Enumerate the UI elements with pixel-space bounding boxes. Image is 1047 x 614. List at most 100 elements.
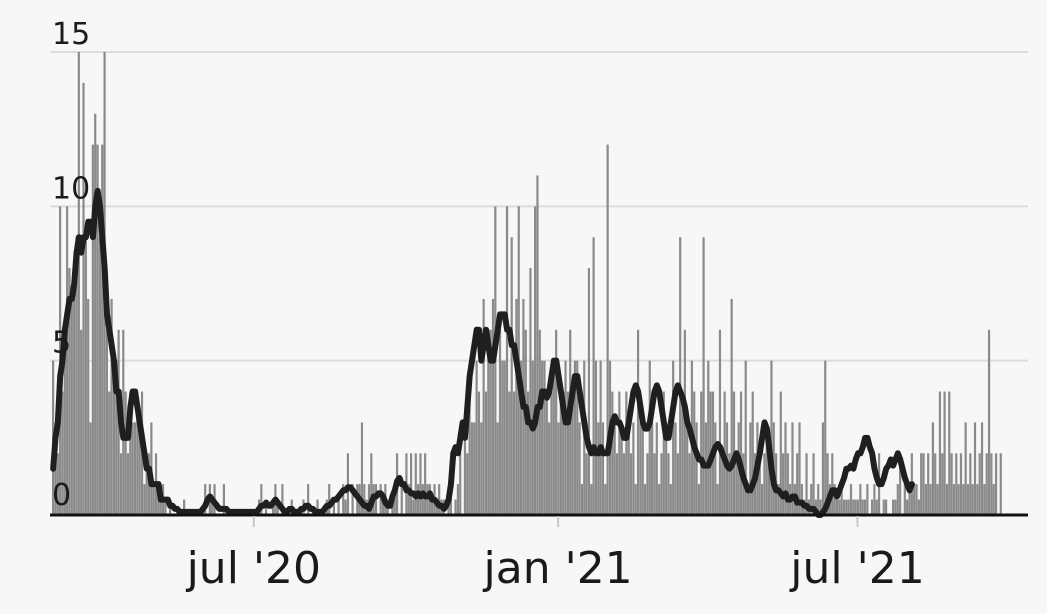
bar [82, 82, 85, 515]
bar [983, 484, 986, 515]
bar [613, 422, 616, 515]
x-tick-label: jul '20 [186, 543, 321, 594]
bar [653, 453, 656, 515]
bar [555, 329, 558, 515]
bar [681, 391, 684, 515]
bar [566, 391, 569, 515]
bar [973, 422, 977, 515]
bar [512, 391, 516, 515]
bar [211, 499, 214, 515]
bar [779, 391, 782, 515]
bar [959, 453, 963, 515]
bar [115, 360, 118, 515]
bar [885, 499, 888, 515]
bar [927, 453, 930, 515]
bar [548, 422, 551, 515]
bar [594, 360, 598, 515]
bar [948, 391, 951, 515]
bar [562, 391, 565, 515]
bar [632, 422, 635, 515]
bar [419, 453, 422, 515]
bar [379, 484, 382, 515]
bar [875, 499, 878, 515]
y-tick-label: 0 [52, 478, 71, 513]
bar [758, 453, 761, 515]
bar [606, 144, 609, 515]
bar [728, 453, 731, 515]
bar [124, 391, 127, 515]
bar [718, 329, 722, 515]
bar [798, 422, 801, 515]
bar [578, 422, 581, 515]
bar [821, 422, 825, 515]
bar [964, 422, 967, 515]
bar [707, 360, 710, 515]
bar [931, 422, 934, 515]
bar [760, 484, 764, 515]
bar [786, 453, 789, 515]
bar [63, 329, 66, 515]
bar [646, 453, 649, 515]
bar [679, 237, 682, 515]
bar [604, 484, 607, 515]
bar [599, 360, 602, 515]
bar [634, 484, 637, 515]
bar [669, 484, 672, 515]
bar [94, 113, 97, 515]
bar [840, 484, 843, 515]
bar [501, 360, 504, 515]
bar [480, 422, 483, 515]
bar [639, 422, 642, 515]
bar [716, 484, 719, 515]
bar [545, 391, 548, 515]
bar [763, 453, 766, 515]
bar [131, 422, 134, 515]
bar [468, 391, 471, 515]
bar [112, 360, 116, 515]
bar [89, 422, 92, 515]
bar [538, 329, 541, 515]
bar [903, 484, 906, 515]
daily-bars [52, 52, 1002, 516]
bar [957, 484, 960, 515]
bar [414, 453, 417, 515]
bar [527, 391, 530, 515]
bar [138, 422, 141, 515]
bar [143, 484, 146, 515]
bar [622, 453, 626, 515]
bar [564, 360, 567, 515]
bar [360, 422, 364, 515]
bar [688, 453, 691, 515]
bar [519, 360, 523, 515]
bar [363, 484, 366, 515]
bar [658, 484, 661, 515]
bar [976, 484, 979, 515]
bar [316, 499, 319, 515]
bar [784, 422, 787, 515]
bar [791, 422, 794, 515]
bar [833, 484, 836, 515]
bar [337, 499, 340, 515]
bar [838, 499, 841, 515]
bar [702, 237, 705, 515]
bar [407, 484, 410, 515]
bar [381, 499, 385, 515]
gridlines [50, 51, 1028, 362]
bar [342, 484, 345, 515]
bar [576, 360, 579, 515]
x-axis-ticks: jul '20 jan '21 jul '21 [186, 516, 925, 594]
bar [765, 422, 768, 515]
bar [980, 422, 984, 515]
bar [915, 484, 918, 515]
y-tick-label: 10 [52, 171, 90, 206]
bar [913, 484, 916, 515]
bar [543, 360, 546, 515]
bar [482, 298, 485, 515]
bar [459, 453, 462, 515]
bar [145, 453, 148, 515]
bar [819, 499, 822, 515]
bar [730, 298, 733, 515]
bar [344, 499, 347, 515]
bar [307, 484, 310, 515]
